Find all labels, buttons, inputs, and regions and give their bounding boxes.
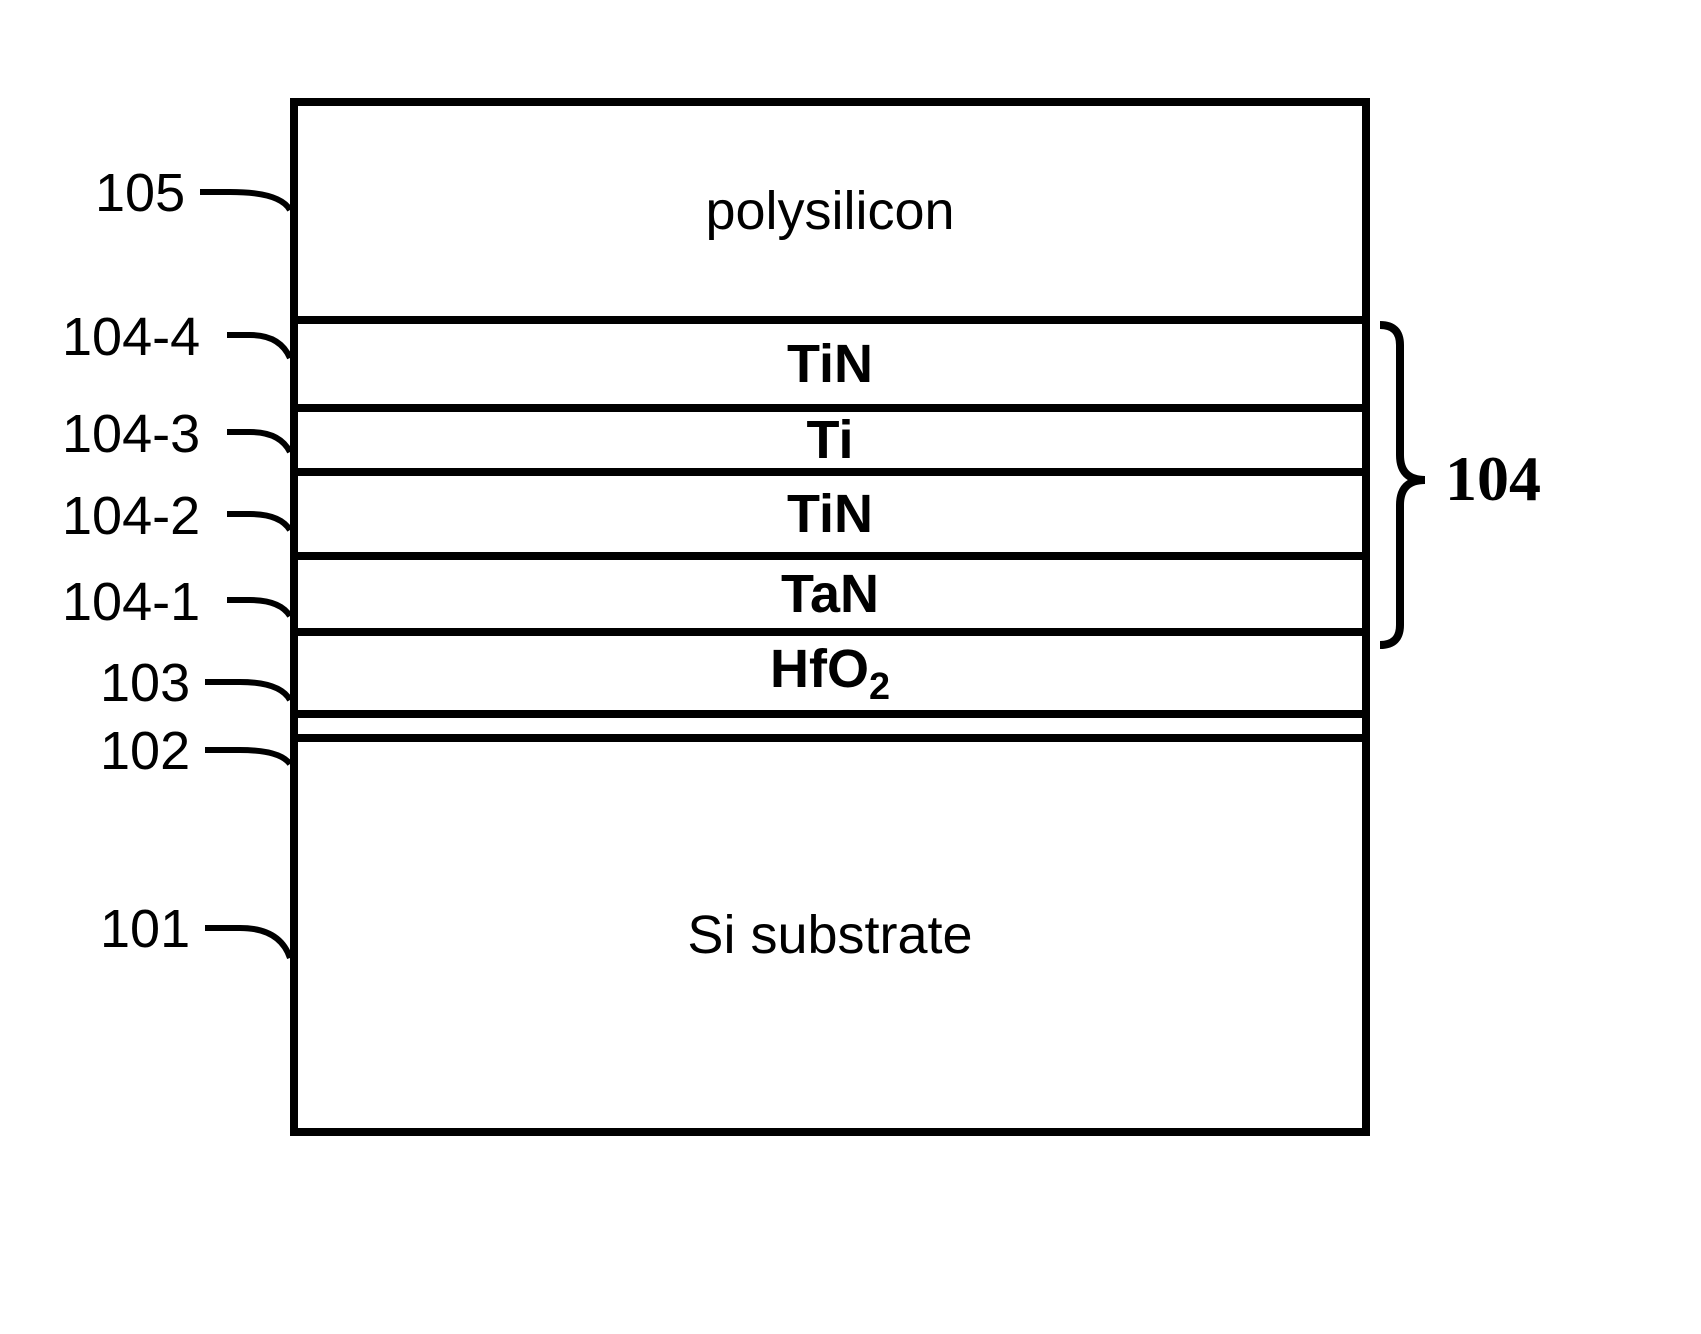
label-103: 103 — [100, 652, 190, 714]
layer-text-104-1: TaN — [781, 563, 879, 625]
layer-101: Si substrate — [298, 742, 1362, 1128]
label-105: 105 — [95, 162, 185, 224]
layer-104-1: TaN — [298, 560, 1362, 636]
layer-104-2: TiN — [298, 476, 1362, 560]
layer-text-104-2: TiN — [787, 483, 873, 545]
layer-stack: polysilicon TiN Ti TiN TaN HfO2 Si subst… — [290, 98, 1370, 1136]
layer-102 — [298, 718, 1362, 742]
label-104-3: 104-3 — [62, 403, 200, 465]
label-102: 102 — [100, 720, 190, 782]
layer-104-3: Ti — [298, 412, 1362, 476]
layer-text-104-4: TiN — [787, 333, 873, 395]
layer-text-103: HfO2 — [770, 638, 890, 709]
layer-text-104-3: Ti — [806, 409, 853, 471]
brace-label-104: 104 — [1445, 442, 1541, 516]
label-104-1: 104-1 — [62, 571, 200, 633]
label-104-2: 104-2 — [62, 485, 200, 547]
label-101: 101 — [100, 898, 190, 960]
label-104-4: 104-4 — [62, 306, 200, 368]
layer-text-101: Si substrate — [687, 904, 972, 966]
layer-103: HfO2 — [298, 636, 1362, 718]
layer-104-4: TiN — [298, 324, 1362, 412]
layer-105: polysilicon — [298, 106, 1362, 324]
layer-text-105: polysilicon — [705, 180, 954, 242]
